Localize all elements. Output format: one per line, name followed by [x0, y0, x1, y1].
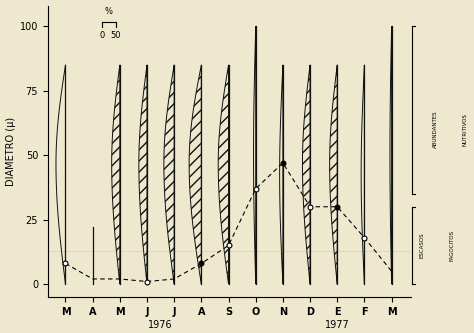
Y-axis label: DIAMETRO (μ): DIAMETRO (μ)	[6, 117, 16, 186]
Text: FAGOCITOS: FAGOCITOS	[449, 230, 454, 261]
Text: ABUNDANTES: ABUNDANTES	[433, 111, 438, 148]
Text: 50: 50	[110, 31, 121, 40]
Text: %: %	[105, 7, 113, 16]
Text: NUTRITIVOS: NUTRITIVOS	[463, 113, 468, 146]
Text: ESCASOS: ESCASOS	[419, 233, 424, 258]
Text: 0: 0	[100, 31, 105, 40]
Text: 1976: 1976	[148, 320, 173, 330]
Text: 1977: 1977	[325, 320, 350, 330]
